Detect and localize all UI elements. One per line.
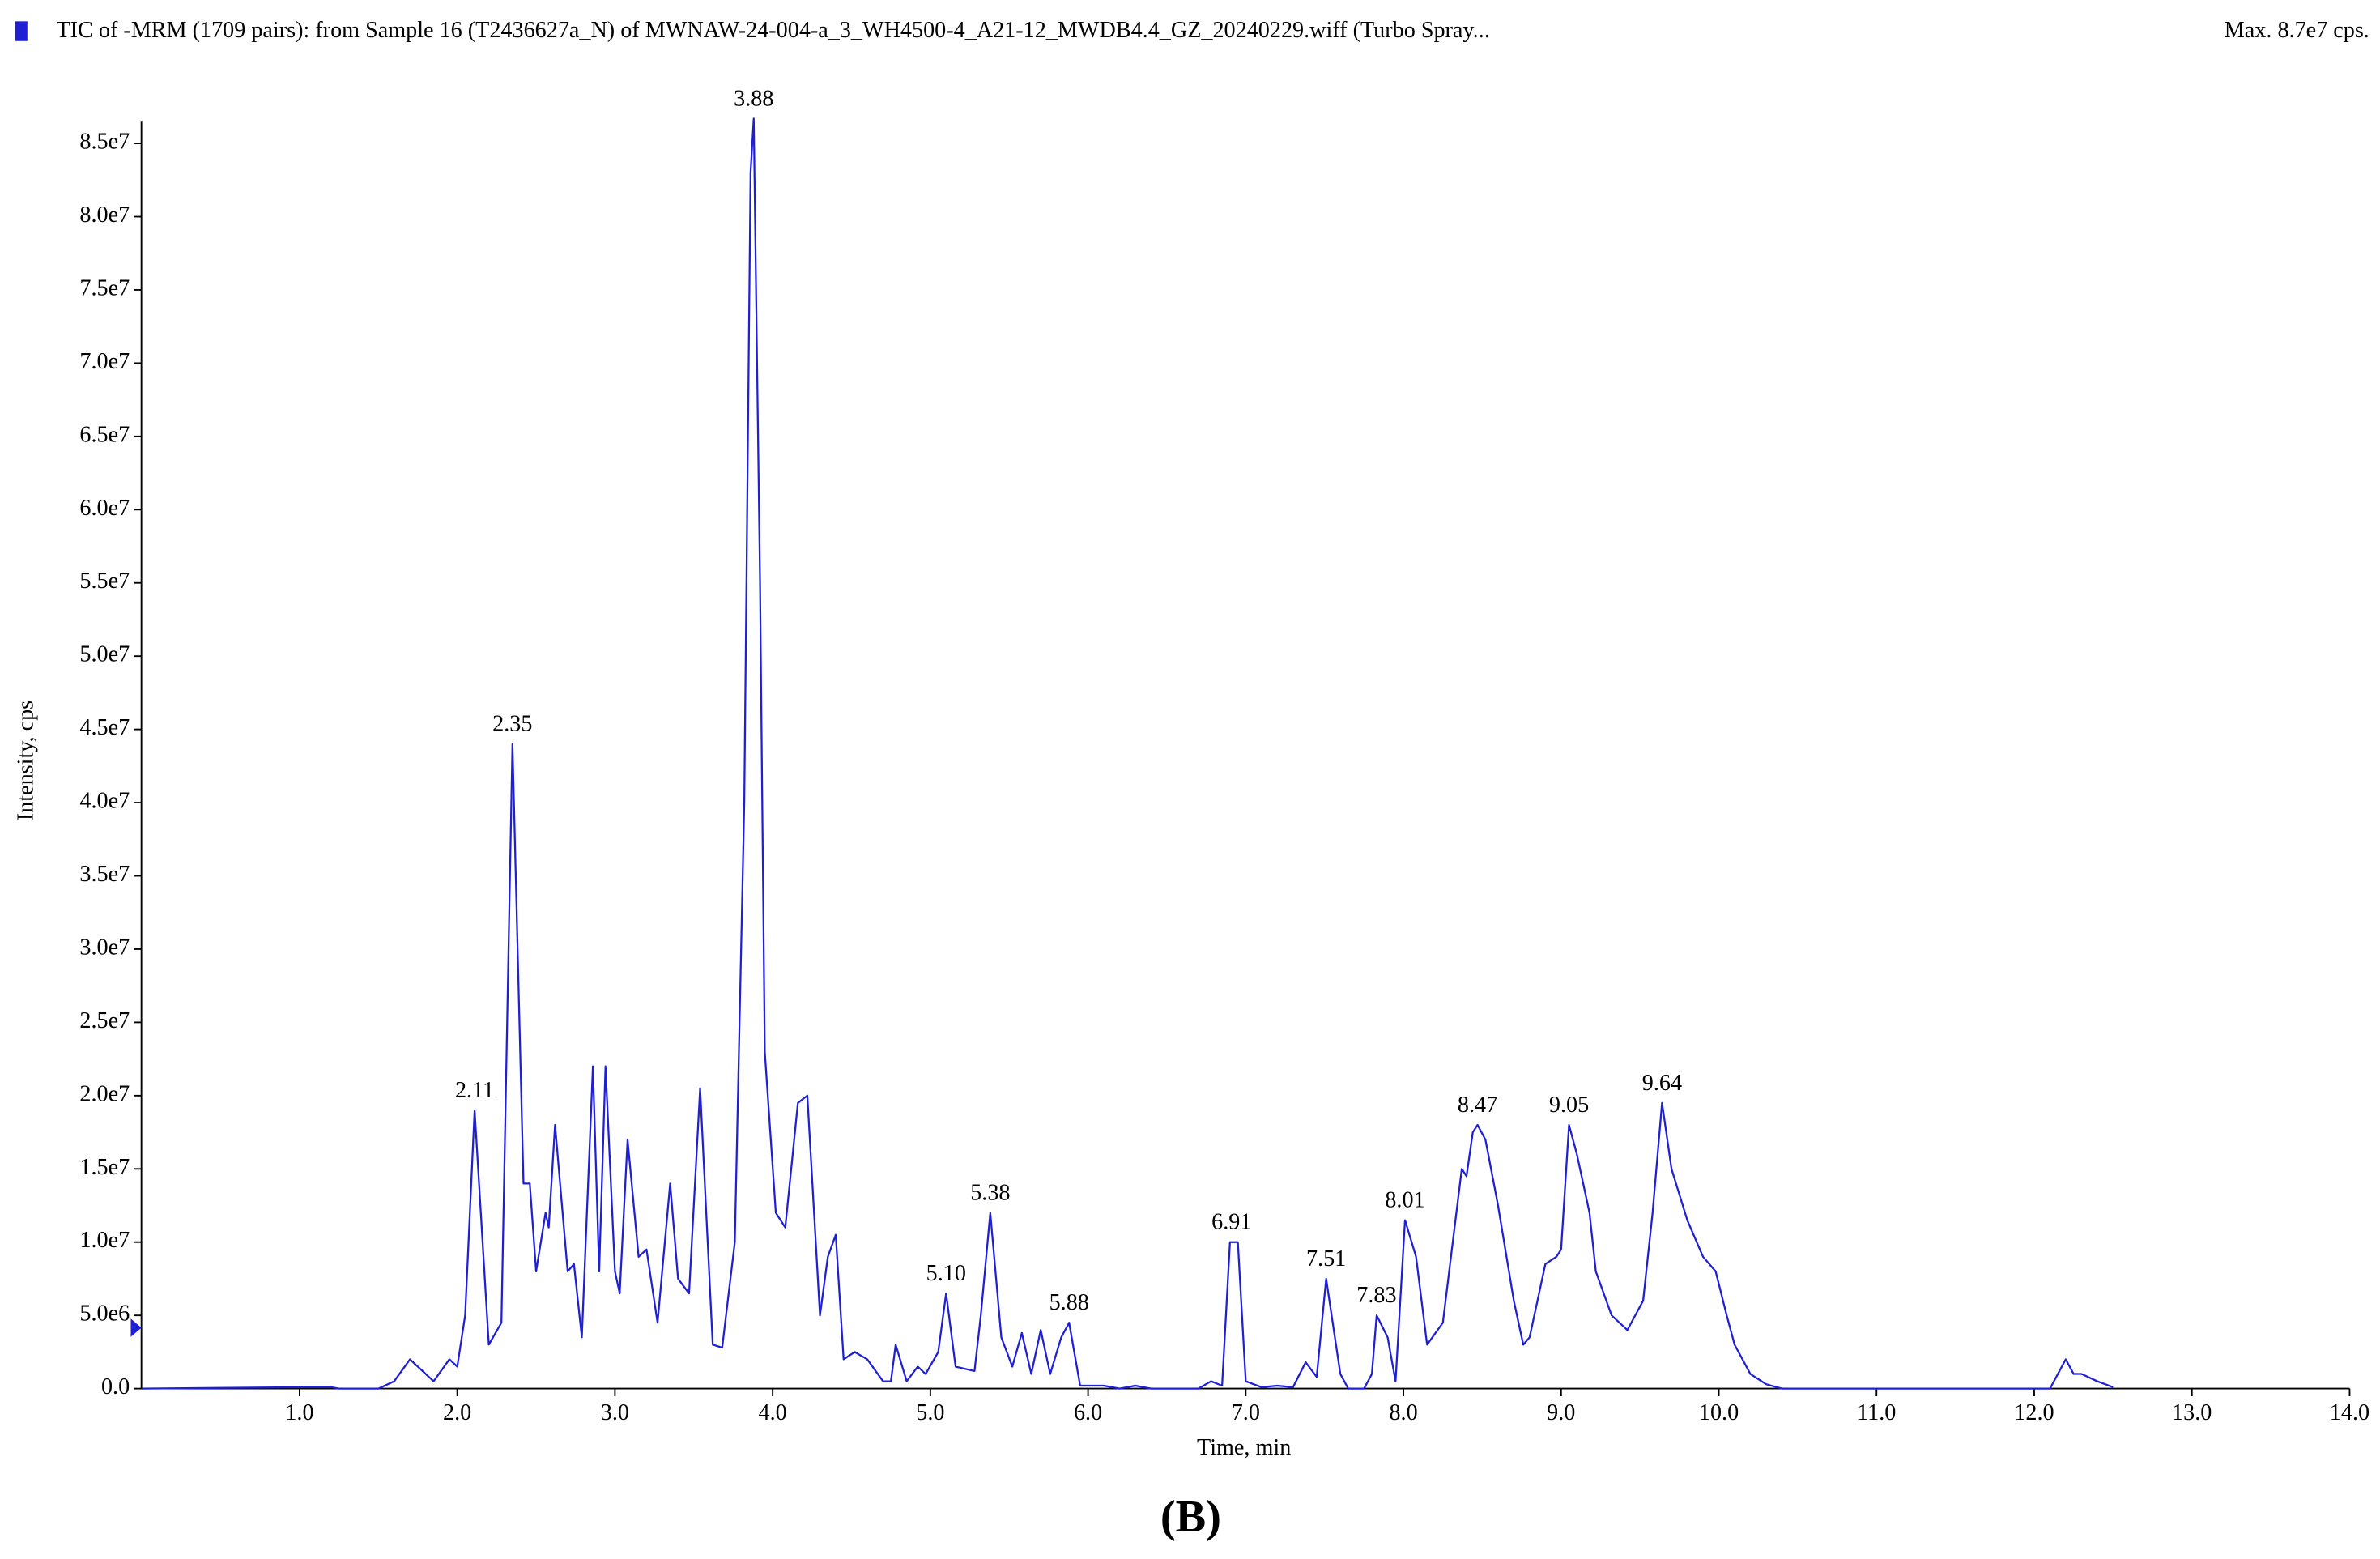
x-tick-label: 12.0 — [2014, 1400, 2054, 1425]
x-tick-label: 9.0 — [1547, 1400, 1575, 1425]
chart-title: TIC of -MRM (1709 pairs): from Sample 16… — [56, 18, 1489, 43]
line — [142, 117, 2114, 1390]
x-tick-label: 11.0 — [1857, 1400, 1896, 1425]
caption: (B) — [1160, 1492, 1221, 1542]
y-tick-label: 7.0e7 — [79, 349, 130, 374]
x-tick-label: 6.0 — [1074, 1400, 1102, 1425]
y-tick-label: 3.5e7 — [79, 862, 130, 887]
y-tick-label: 0.0 — [101, 1374, 130, 1399]
x-tick-label: 14.0 — [2330, 1400, 2369, 1425]
y-tick-label: 7.5e7 — [79, 275, 130, 300]
peak-label: 8.47 — [1458, 1093, 1497, 1118]
y-tick-label: 1.0e7 — [79, 1228, 130, 1253]
y-tick-label: 1.5e7 — [79, 1155, 130, 1180]
chart-subtitle: Max. 8.7e7 cps. — [2225, 18, 2369, 43]
peak-label: 5.88 — [1049, 1290, 1089, 1315]
peak-label: 3.88 — [734, 86, 773, 111]
y-tick-label: 6.5e7 — [79, 422, 130, 447]
peak-label: 2.11 — [455, 1078, 494, 1103]
x-tick-label: 2.0 — [443, 1400, 471, 1425]
y-tick-label: 5.0e6 — [79, 1301, 130, 1327]
y-tick-label: 2.0e7 — [79, 1081, 130, 1106]
x-tick-label: 5.0 — [916, 1400, 944, 1425]
peak-label: 7.83 — [1356, 1283, 1396, 1308]
x-tick-label: 7.0 — [1232, 1400, 1260, 1425]
y-tick-label: 3.0e7 — [79, 935, 130, 960]
x-tick-label: 10.0 — [1699, 1400, 1739, 1425]
x-tick-label: 13.0 — [2172, 1400, 2212, 1425]
y-tick-label: 5.5e7 — [79, 569, 130, 594]
peak-label: 6.91 — [1211, 1210, 1251, 1235]
y-tick-label: 2.5e7 — [79, 1008, 130, 1033]
x-axis-label: Time, min — [1197, 1435, 1291, 1460]
peak-label: 7.51 — [1306, 1246, 1346, 1271]
x-tick-label: 1.0 — [285, 1400, 313, 1425]
peak-label: 2.35 — [492, 712, 532, 737]
x-tick-label: 8.0 — [1389, 1400, 1417, 1425]
y-tick-label: 4.5e7 — [79, 715, 130, 740]
peak-label: 5.10 — [926, 1261, 966, 1286]
x-tick-label: 3.0 — [601, 1400, 629, 1425]
y-tick-label: 5.0e7 — [79, 642, 130, 667]
peak-label: 5.38 — [970, 1180, 1010, 1205]
y-axis-label: Intensity, cps — [13, 701, 38, 820]
y-tick-label: 8.0e7 — [79, 202, 130, 228]
y-tick-label: 6.0e7 — [79, 496, 130, 521]
legend-swatch — [15, 21, 28, 41]
y-tick-label: 4.0e7 — [79, 789, 130, 814]
peak-label: 9.64 — [1642, 1071, 1682, 1096]
marker — [130, 1318, 142, 1337]
peak-label: 8.01 — [1385, 1188, 1424, 1213]
peak-label: 9.05 — [1549, 1093, 1589, 1118]
y-tick-label: 8.5e7 — [79, 130, 130, 155]
x-tick-label: 4.0 — [759, 1400, 787, 1425]
